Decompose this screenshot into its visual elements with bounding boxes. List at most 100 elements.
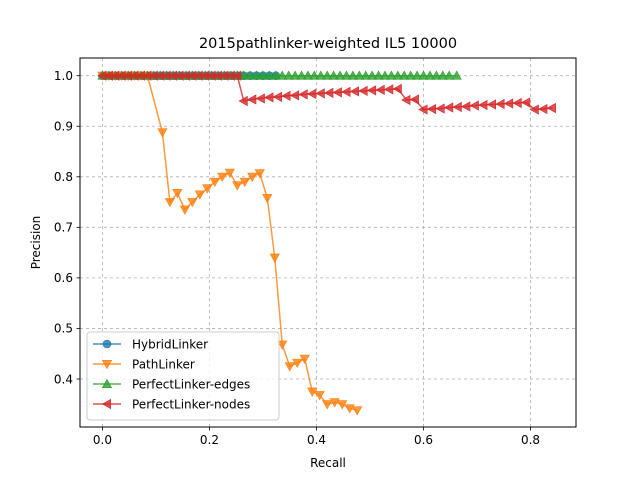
data-point	[315, 70, 326, 80]
data-point	[179, 205, 190, 215]
y-tick-label: 0.7	[54, 221, 73, 235]
data-point	[437, 70, 448, 80]
legend-marker	[101, 360, 113, 370]
data-point	[314, 391, 325, 401]
plot-frame	[79, 57, 577, 428]
data-point	[307, 387, 318, 397]
data-point	[302, 70, 314, 80]
x-axis-label: Recall	[310, 456, 346, 470]
data-point	[418, 70, 429, 80]
data-point	[424, 70, 436, 80]
data-point	[435, 103, 445, 114]
data-point	[209, 177, 220, 188]
data-point	[247, 172, 258, 183]
data-point	[392, 70, 403, 80]
data-point	[257, 70, 269, 80]
data-point	[194, 190, 205, 200]
data-point	[478, 99, 488, 111]
data-point	[232, 70, 242, 81]
data-point	[187, 198, 198, 208]
data-point	[373, 70, 384, 80]
data-point	[262, 194, 273, 204]
data-point	[247, 94, 257, 105]
legend-label: PathLinker	[132, 358, 195, 372]
legend-marker	[101, 398, 111, 410]
y-tick-label: 1.0	[54, 69, 73, 83]
data-point	[469, 100, 479, 111]
data-point	[337, 400, 348, 410]
legend-item: PerfectLinker-edges	[93, 378, 250, 392]
data-point	[322, 70, 333, 80]
legend-item: PerfectLinker-nodes	[93, 398, 250, 412]
data-point	[451, 70, 462, 80]
data-point	[341, 86, 351, 97]
legend-label: PerfectLinker-edges	[132, 378, 250, 392]
data-point	[332, 87, 342, 98]
data-point	[298, 89, 308, 100]
data-point	[349, 86, 360, 97]
data-point	[366, 85, 377, 96]
data-point	[283, 70, 294, 80]
x-tick-label: 0.0	[93, 433, 112, 447]
data-point	[292, 358, 303, 369]
data-point	[289, 90, 300, 101]
data-point	[251, 70, 262, 80]
data-point	[512, 97, 522, 109]
data-point	[418, 104, 428, 115]
x-axis: 0.0 0.2 0.4 0.6 0.8	[93, 427, 540, 447]
legend-label: PerfectLinker-nodes	[132, 398, 250, 412]
data-point	[334, 70, 346, 80]
data-point	[289, 70, 301, 80]
data-point	[405, 70, 416, 80]
data-point	[269, 253, 280, 263]
data-point	[306, 88, 317, 99]
y-tick-label: 0.8	[54, 170, 73, 184]
y-tick-label: 0.6	[54, 271, 73, 285]
series-layer	[97, 70, 556, 416]
legend-item: HybridLinker	[93, 338, 208, 352]
data-point	[538, 103, 548, 115]
data-point	[461, 101, 471, 112]
legend-marker	[101, 378, 113, 388]
data-point	[443, 102, 454, 113]
data-point	[379, 70, 391, 80]
data-point	[299, 354, 310, 364]
data-point	[411, 70, 423, 80]
data-point	[328, 70, 339, 80]
data-point	[546, 102, 556, 114]
data-point	[352, 406, 363, 416]
data-point	[270, 70, 281, 80]
data-point	[272, 91, 282, 103]
data-point	[238, 95, 248, 107]
data-point	[431, 70, 442, 80]
data-point	[503, 98, 514, 109]
data-point	[386, 70, 397, 80]
chart-title: 2015pathlinker-weighted IL5 10000	[199, 36, 457, 52]
data-point	[409, 94, 419, 105]
data-point	[452, 101, 462, 113]
series-perfectlinker-nodes	[97, 70, 556, 115]
data-point	[277, 70, 288, 80]
data-point	[344, 404, 355, 414]
data-point	[384, 84, 394, 95]
data-point	[529, 104, 539, 115]
data-point	[486, 99, 496, 110]
data-point	[239, 177, 250, 188]
y-tick-label: 0.5	[54, 322, 73, 336]
x-tick-label: 0.4	[307, 433, 326, 447]
data-point	[358, 85, 368, 96]
data-point	[329, 398, 340, 408]
data-point	[495, 98, 505, 110]
data-point	[354, 70, 365, 80]
data-point	[375, 84, 385, 95]
data-point	[315, 88, 325, 99]
legend-box	[86, 331, 280, 421]
legend-item: PathLinker	[93, 358, 195, 372]
data-point	[444, 70, 455, 80]
y-tick-label: 0.4	[54, 372, 73, 386]
data-point	[224, 168, 235, 178]
data-point	[322, 400, 333, 410]
data-point	[309, 70, 320, 80]
data-point	[392, 83, 402, 94]
